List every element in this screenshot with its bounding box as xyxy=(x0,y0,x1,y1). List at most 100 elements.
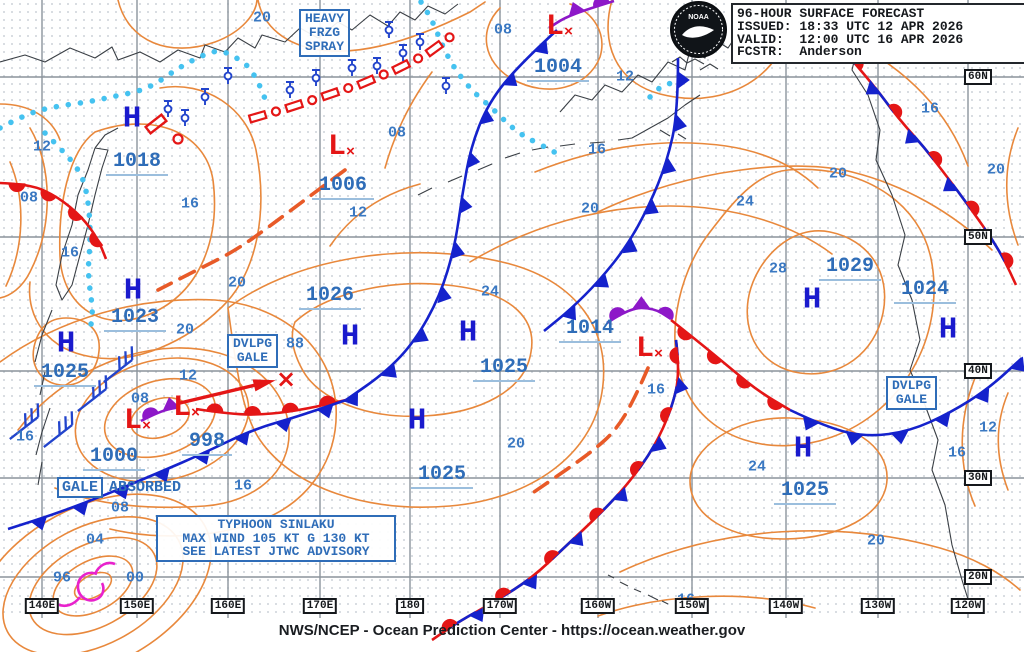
front-triangle-marker xyxy=(413,326,429,343)
shear-box-marker xyxy=(320,86,341,102)
front-triangle-marker xyxy=(521,574,538,590)
longitude-tick-130W: 130W xyxy=(860,598,896,614)
title-box-line: ISSUED: 18:33 UTC 12 APR 2026 xyxy=(737,18,964,34)
latitude-tick-50N: 50N xyxy=(964,229,992,245)
shear-circle-marker xyxy=(378,69,389,80)
high-pressure-symbol: H xyxy=(340,319,360,355)
isobar-value-label: 16 xyxy=(15,428,35,446)
isobar-value-label: 08 xyxy=(130,390,150,408)
isobar-value-label: 24 xyxy=(480,283,500,301)
wind-barb-icon xyxy=(9,403,40,440)
isobar-value-label: 96 xyxy=(52,569,72,587)
front-semicircle-marker xyxy=(206,403,224,414)
absorbed-text: ABSORBED xyxy=(109,479,182,496)
latitude-tick-20N: 20N xyxy=(964,569,992,585)
shear-line xyxy=(143,32,455,145)
front-semicircle-marker xyxy=(244,406,262,416)
front-triangle-marker xyxy=(673,114,687,133)
isobar-value-label: 08 xyxy=(110,499,130,517)
front-semicircle-marker xyxy=(609,307,626,321)
shear-box-marker xyxy=(247,109,268,124)
front-semicircle-marker xyxy=(965,200,980,217)
warm-front xyxy=(0,181,108,260)
isobar-value-label: 20 xyxy=(175,321,195,339)
freezing-spray-icon xyxy=(384,21,394,38)
front-semicircle-marker xyxy=(706,349,723,365)
annotation-line: GALE xyxy=(895,392,928,407)
high-pressure-symbol: H xyxy=(56,326,76,362)
front-triangle-marker xyxy=(612,486,628,502)
warm-front xyxy=(195,395,347,416)
low-x-mark: × xyxy=(653,346,664,363)
isobar-value-label: 16 xyxy=(587,141,607,159)
longitude-tick-170E: 170E xyxy=(302,598,338,614)
wind-barb-icon xyxy=(43,411,74,448)
isobar-value-label: 20 xyxy=(227,274,247,292)
front-semicircle-marker xyxy=(281,402,299,414)
shear-circle-marker xyxy=(270,106,282,117)
front-semicircle-marker xyxy=(68,206,84,221)
front-triangle-marker xyxy=(71,500,89,516)
wind-barb-icon xyxy=(77,375,108,412)
front-semicircle-marker xyxy=(677,326,693,341)
front-triangle-marker xyxy=(622,237,638,254)
front-semicircle-marker xyxy=(630,461,644,477)
front-triangle-marker xyxy=(502,71,518,87)
annotation-line: DVLPG xyxy=(892,378,932,393)
front-triangle-marker xyxy=(450,241,465,260)
squall-box-symbol xyxy=(143,113,169,135)
cold-front xyxy=(543,57,690,333)
low-pressure-symbol: L × xyxy=(545,10,574,44)
longitude-tick-170W: 170W xyxy=(482,598,518,614)
front-triangle-marker xyxy=(316,403,334,419)
isobar-value-label: 12 xyxy=(615,68,635,86)
low-motion-arrow xyxy=(179,379,276,405)
longitude-tick-150E: 150E xyxy=(119,598,155,614)
front-triangle-marker xyxy=(112,484,130,500)
occluded-front xyxy=(548,0,615,30)
high-pressure-symbol: H xyxy=(123,273,143,309)
shear-circle-marker xyxy=(413,53,424,64)
graticule-layer xyxy=(0,0,1024,618)
shear-box-marker xyxy=(424,39,445,58)
pressure-center-label: 1006 xyxy=(311,174,375,200)
front-semicircle-marker xyxy=(657,306,674,321)
trough-dashed-line xyxy=(532,366,650,494)
front-triangle-marker xyxy=(381,362,397,378)
isobar-value-label: 12 xyxy=(978,419,998,437)
front-semicircle-marker xyxy=(1000,252,1014,269)
isobar-value-label: 08 xyxy=(493,21,513,39)
longitude-tick-180: 180 xyxy=(396,598,424,614)
front-semicircle-marker xyxy=(767,396,784,411)
isobar-value-label: 12 xyxy=(178,367,198,385)
front-semicircle-marker xyxy=(8,182,26,193)
front-semicircle-marker xyxy=(660,407,673,424)
developing-gale-box-east: DVLPG GALE xyxy=(886,376,938,410)
front-triangle-marker xyxy=(274,417,292,433)
pressure-center-label: 1029 xyxy=(818,255,882,281)
front-triangle-marker xyxy=(162,397,181,411)
squall-circle-symbol xyxy=(172,133,184,145)
front-triangle-marker xyxy=(677,71,690,89)
annotation-line: SPRAY xyxy=(305,39,345,54)
isobar-value-label: 24 xyxy=(735,193,755,211)
heavy-freezing-spray-box: HEAVY FRZG SPRAY xyxy=(299,9,351,57)
isobar-value-label: 00 xyxy=(125,569,145,587)
occluded-front xyxy=(140,397,181,423)
ice-edge-layer xyxy=(0,0,681,334)
ice-edge-dotted-line xyxy=(0,48,271,131)
front-triangle-marker xyxy=(661,157,677,175)
front-triangle-marker xyxy=(568,530,584,546)
front-triangle-marker xyxy=(973,387,990,403)
annotation-line: HEAVY xyxy=(305,11,345,26)
isobar-value-label: 04 xyxy=(85,531,105,549)
isobar-value-label: 20 xyxy=(828,165,848,183)
gale-absorbed-label: GALE ABSORBED xyxy=(57,477,181,498)
freezing-spray-icon xyxy=(347,59,357,76)
isobar-value-label: 88 xyxy=(285,335,305,353)
front-semicircle-marker xyxy=(40,188,57,202)
low-x-mark: × xyxy=(190,405,201,422)
ice-edge-dotted-line xyxy=(647,80,681,100)
annotation-line: DVLPG xyxy=(233,336,273,351)
